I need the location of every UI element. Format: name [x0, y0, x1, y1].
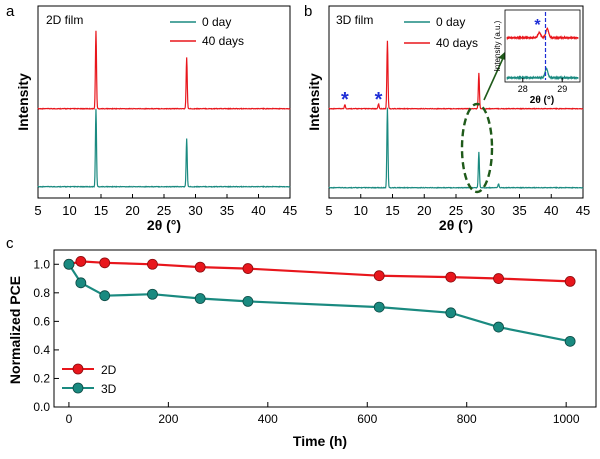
- c-point-1-1: [75, 277, 87, 289]
- c-ytick-label-5: 1.0: [33, 257, 50, 271]
- c-point-1-7: [445, 307, 457, 319]
- y-axis-label-a: Intensity: [15, 73, 31, 131]
- c-xtick-label-1: 200: [158, 412, 178, 426]
- c-point-0-8: [493, 273, 504, 284]
- y-axis-label-c: Normalized PCE: [7, 276, 23, 384]
- plot-frame-a: [37, 5, 291, 199]
- c-point-0-6: [373, 270, 385, 282]
- legend-a: 0 day 40 days: [170, 15, 244, 48]
- legend-marker-c-0: [72, 363, 84, 375]
- a-series-1: [37, 30, 291, 110]
- zoom-arrow: [483, 55, 505, 101]
- inset-y-axis-label: Intensity (a.u.): [493, 20, 502, 71]
- b-xtick-label-1: 10: [354, 203, 368, 218]
- x-axis-label-b: 2θ (°): [439, 217, 473, 233]
- panel-letter-a: a: [6, 3, 15, 20]
- c-xtick-label-5: 1000: [553, 412, 580, 426]
- legend-label-c-0: 2D: [101, 363, 117, 377]
- c-point-1-2: [99, 290, 111, 302]
- c-ytick-label-2: 0.4: [33, 343, 50, 357]
- legend-label-b-0: 0 day: [436, 15, 465, 29]
- b-xtick-label-2: 15: [385, 203, 399, 218]
- c-point-1-4: [194, 293, 206, 304]
- c-xtick-label-3: 600: [357, 412, 377, 426]
- b-marker-star-0: *: [341, 89, 349, 111]
- legend-label-a-1: 40 days: [202, 34, 244, 48]
- inset-marker-star: *: [534, 17, 541, 34]
- c-xtick-label-4: 800: [457, 412, 477, 426]
- c-point-1-0: [63, 258, 75, 270]
- legend-label-a-0: 0 day: [202, 15, 231, 29]
- panel-a-title: 2D film: [46, 13, 83, 27]
- a-xtick-label-2: 15: [94, 203, 108, 218]
- a-xtick-label-4: 25: [157, 203, 171, 218]
- c-point-0-5: [242, 263, 254, 274]
- legend-marker-c-1: [72, 382, 84, 394]
- c-ytick-label-4: 0.8: [33, 286, 50, 300]
- a-xtick-label-0: 5: [34, 203, 41, 218]
- c-point-1-3: [147, 288, 158, 300]
- c-point-1-6: [373, 301, 385, 313]
- b-xtick-label-5: 30: [481, 203, 495, 218]
- inset-x-axis-label: 2θ (°): [530, 95, 554, 106]
- b-xtick-label-8: 45: [576, 203, 590, 218]
- inset-series-1: [506, 27, 579, 41]
- inset-xtick-label-1: 29: [557, 84, 567, 94]
- a-xtick-label-7: 40: [251, 203, 265, 218]
- legend-label-b-1: 40 days: [436, 36, 478, 50]
- b-xtick-label-7: 40: [544, 203, 558, 218]
- b-series-1: [328, 40, 584, 110]
- a-xtick-label-5: 30: [188, 203, 202, 218]
- legend-b: 0 day 40 days: [404, 15, 478, 50]
- b-xtick-label-0: 5: [325, 203, 332, 218]
- c-point-0-2: [99, 257, 111, 269]
- panel-c: 0.0 0.2 0.4 0.6 0.8 1.0 0 200 400 600 800 1000 Tim…: [7, 249, 597, 449]
- plot-frame-c: [53, 249, 597, 408]
- y-axis-label-b: Intensity: [306, 73, 322, 131]
- c-point-1-9: [564, 335, 576, 347]
- b-xtick-label-4: 25: [449, 203, 463, 218]
- a-xtick-label-6: 35: [220, 203, 234, 218]
- c-ytick-label-1: 0.2: [33, 371, 50, 385]
- c-point-1-8: [493, 321, 504, 333]
- c-ytick-label-0: 0.0: [33, 400, 50, 414]
- inset-series-0: [506, 67, 579, 81]
- highlight-ellipse: [460, 102, 494, 194]
- c-point-0-3: [147, 258, 158, 270]
- c-series-line-0: [68, 260, 571, 283]
- c-xtick-label-0: 0: [66, 412, 73, 426]
- c-point-0-7: [445, 271, 457, 283]
- a-xtick-label-3: 20: [125, 203, 139, 218]
- c-point-0-4: [194, 261, 206, 273]
- b-series-0: [328, 107, 584, 189]
- x-axis-label-a: 2θ (°): [147, 217, 181, 233]
- a-xtick-label-1: 10: [62, 203, 76, 218]
- legend-label-c-1: 3D: [101, 382, 117, 396]
- b-xtick-label-6: 35: [512, 203, 526, 218]
- b-marker-star-1: *: [375, 89, 383, 111]
- panel-a: 2D film 5 10 15 20 25 30 35 40 45 2θ (°) Intensi…: [15, 5, 297, 233]
- inset: * 28 29 2θ (°) Intensity (a.u.): [493, 9, 581, 106]
- panel-b-title: 3D film: [336, 13, 373, 27]
- a-xtick-label-8: 45: [283, 203, 297, 218]
- c-point-0-1: [75, 256, 87, 267]
- legend-c: 2D 3D: [62, 363, 117, 396]
- c-ytick-label-3: 0.6: [33, 314, 50, 328]
- x-axis-label-c: Time (h): [293, 433, 347, 449]
- panel-letter-c: c: [6, 235, 14, 252]
- inset-frame: [504, 9, 581, 83]
- panel-letter-b: b: [304, 3, 312, 20]
- c-point-1-5: [242, 295, 254, 307]
- c-series-line-1: [67, 263, 571, 343]
- c-point-0-9: [564, 275, 576, 287]
- b-xtick-label-3: 20: [417, 203, 431, 218]
- panel-b: 3D film 5 10 15 20 25 30 35 40 45 * * 2θ (°) Inte…: [306, 5, 590, 233]
- c-xtick-label-2: 400: [258, 412, 278, 426]
- a-series-0: [37, 108, 291, 188]
- inset-xtick-label-0: 28: [518, 84, 528, 94]
